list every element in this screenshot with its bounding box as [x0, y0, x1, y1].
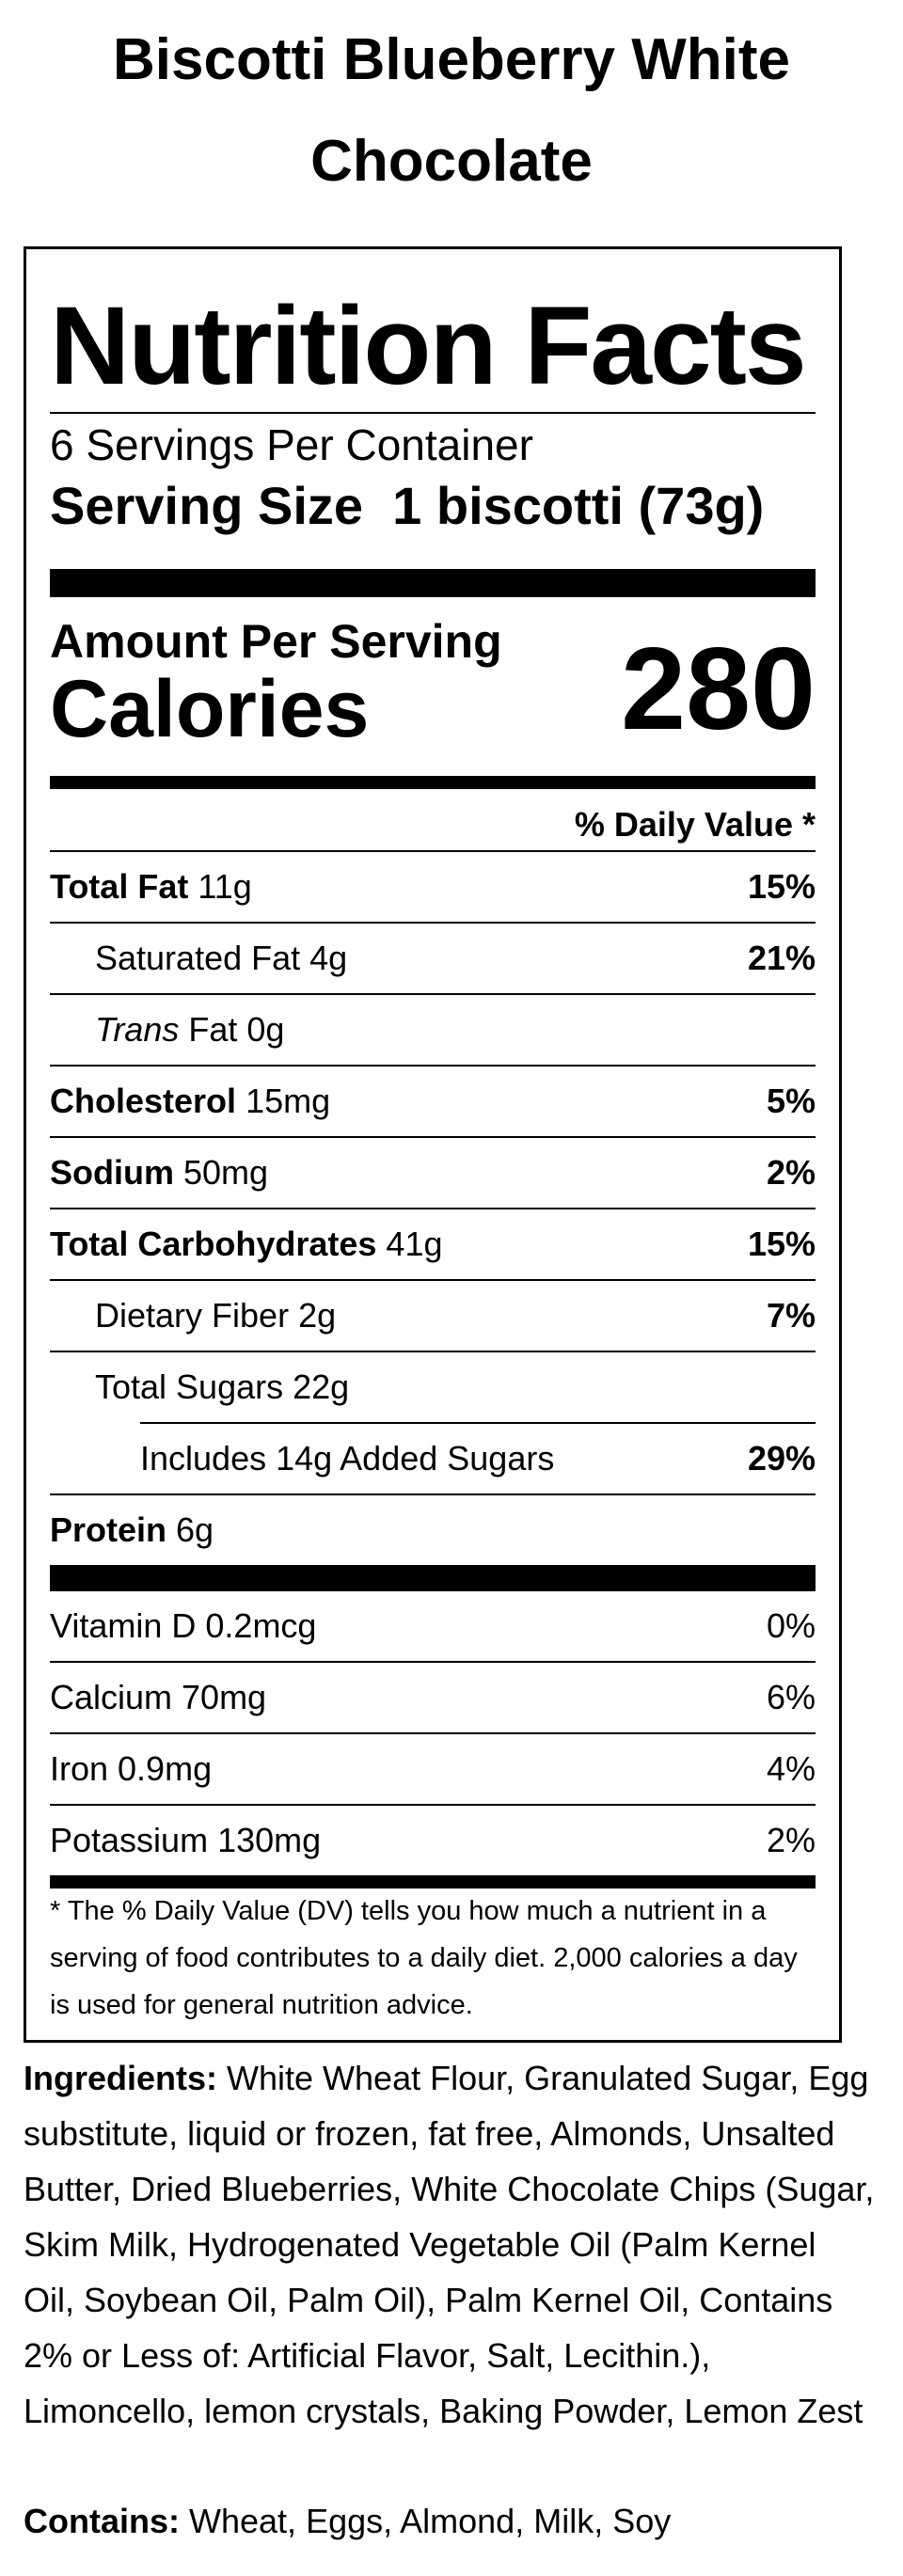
thick-divider [50, 1565, 816, 1591]
vitamin-name: Calcium 70mg [50, 1678, 267, 1716]
nutrient-amount: 4g [309, 939, 348, 977]
calories-label: Calories [50, 664, 370, 754]
vitamin-dv: 2% [766, 1821, 816, 1859]
divider [50, 1732, 816, 1734]
nutrient-row-total-fat: Total Fat 11g 15% [50, 852, 816, 922]
divider [50, 1136, 816, 1138]
vitamin-dv: 0% [766, 1606, 816, 1645]
nutrient-dv: 21% [747, 939, 816, 977]
nutrient-dv: 5% [766, 1082, 816, 1120]
nutrient-row-cholesterol: Cholesterol 15mg 5% [50, 1067, 816, 1136]
serving-size-label: Serving Size [50, 476, 364, 535]
vitamin-row-potassium: Potassium 130mg 2% [50, 1806, 816, 1875]
nutrient-row-trans-fat: Trans Fat 0g [50, 995, 816, 1065]
divider [50, 1279, 816, 1281]
nutrient-dv: 7% [766, 1296, 816, 1335]
nutrient-dv: 15% [747, 1225, 816, 1263]
thick-divider [50, 569, 816, 597]
nutrient-row-dietary-fiber: Dietary Fiber 2g 7% [50, 1281, 816, 1351]
vitamin-row-calcium: Calcium 70mg 6% [50, 1663, 816, 1732]
divider [50, 850, 816, 852]
nutrient-name: Total Fat [50, 867, 189, 906]
nutrient-row-sodium: Sodium 50mg 2% [50, 1138, 816, 1208]
vitamin-name: Potassium 130mg [50, 1821, 322, 1859]
nutrient-name: Includes 14g Added Sugars [140, 1439, 555, 1478]
nutrient-name-italic: Trans [95, 1010, 180, 1049]
nutrient-name: Sodium [50, 1153, 174, 1192]
contains-text: Wheat, Eggs, Almond, Milk, Soy [189, 2502, 672, 2540]
divider [50, 1208, 816, 1209]
vitamin-name: Vitamin D 0.2mcg [50, 1606, 317, 1645]
vitamin-row-vitamin-d: Vitamin D 0.2mcg 0% [50, 1591, 816, 1661]
divider [50, 993, 816, 995]
vitamin-row-iron: Iron 0.9mg 4% [50, 1734, 816, 1804]
nutrient-row-saturated-fat: Saturated Fat 4g 21% [50, 924, 816, 993]
ingredients-text: White Wheat Flour, Granulated Sugar, Egg… [24, 2059, 875, 2430]
ingredients-statement: Ingredients: White Wheat Flour, Granulat… [24, 2050, 875, 2439]
vitamin-dv: 4% [766, 1749, 816, 1788]
indented-divider [140, 1422, 816, 1424]
ingredients-label: Ingredients: [24, 2059, 218, 2097]
divider [50, 1493, 816, 1495]
nutrient-dv: 29% [747, 1439, 816, 1478]
divider [50, 1661, 816, 1663]
nutrient-amount: 15mg [246, 1082, 331, 1120]
nutrient-name: Fat [188, 1010, 238, 1049]
nutrient-dv: 15% [747, 867, 816, 906]
nutrient-name: Saturated Fat [95, 939, 301, 977]
nutrient-row-total-sugars: Total Sugars 22g [50, 1352, 816, 1422]
daily-value-header: % Daily Value * [574, 805, 816, 844]
amount-per-serving: Amount Per Serving [50, 615, 502, 668]
calories-value: 280 [621, 624, 816, 754]
nutrient-amount: 50mg [183, 1153, 269, 1192]
nutrient-row-total-carbohydrates: Total Carbohydrates 41g 15% [50, 1209, 816, 1279]
divider [50, 1804, 816, 1806]
nutrient-row-added-sugars: Includes 14g Added Sugars 29% [50, 1424, 816, 1493]
nutrition-facts-label: Nutrition Facts 6 Servings Per Container… [24, 246, 842, 2043]
daily-value-footnote: * The % Daily Value (DV) tells you how m… [50, 1896, 798, 2020]
divider [50, 922, 816, 924]
allergen-statement: Contains: Wheat, Eggs, Almond, Milk, Soy [24, 2493, 875, 2549]
serving-size-value: 1 biscotti (73g) [392, 476, 765, 535]
nutrient-name: Total Carbohydrates [50, 1225, 377, 1263]
nutrient-name: Protein [50, 1510, 167, 1549]
divider [50, 1065, 816, 1067]
nutrient-row-protein: Protein 6g [50, 1495, 816, 1565]
servings-per-container: 6 Servings Per Container [50, 420, 533, 469]
contains-label: Contains: [24, 2502, 180, 2540]
nutrient-amount: 2g [298, 1296, 337, 1335]
nutrient-name: Total Sugars [95, 1367, 284, 1406]
vitamin-name: Iron 0.9mg [50, 1749, 213, 1788]
divider [50, 1351, 816, 1352]
nutrient-amount: 6g [176, 1510, 214, 1549]
nutrient-amount: 41g [386, 1225, 443, 1263]
divider [50, 412, 816, 414]
nutrient-amount: 22g [293, 1367, 350, 1406]
nutrient-name: Cholesterol [50, 1082, 237, 1120]
vitamin-dv: 6% [766, 1678, 816, 1716]
medium-divider [50, 776, 816, 789]
product-title: Biscotti Blueberry White Chocolate [113, 27, 790, 194]
nutrient-amount: 0g [246, 1010, 285, 1049]
nutrient-dv: 2% [766, 1153, 816, 1192]
nutrient-amount: 11g [198, 867, 252, 906]
nutrient-name: Dietary Fiber [95, 1296, 290, 1335]
serving-size: Serving Size 1 biscotti (73g) [50, 475, 764, 537]
nutrition-facts-title: Nutrition Facts [50, 284, 807, 408]
medium-divider [50, 1875, 816, 1889]
